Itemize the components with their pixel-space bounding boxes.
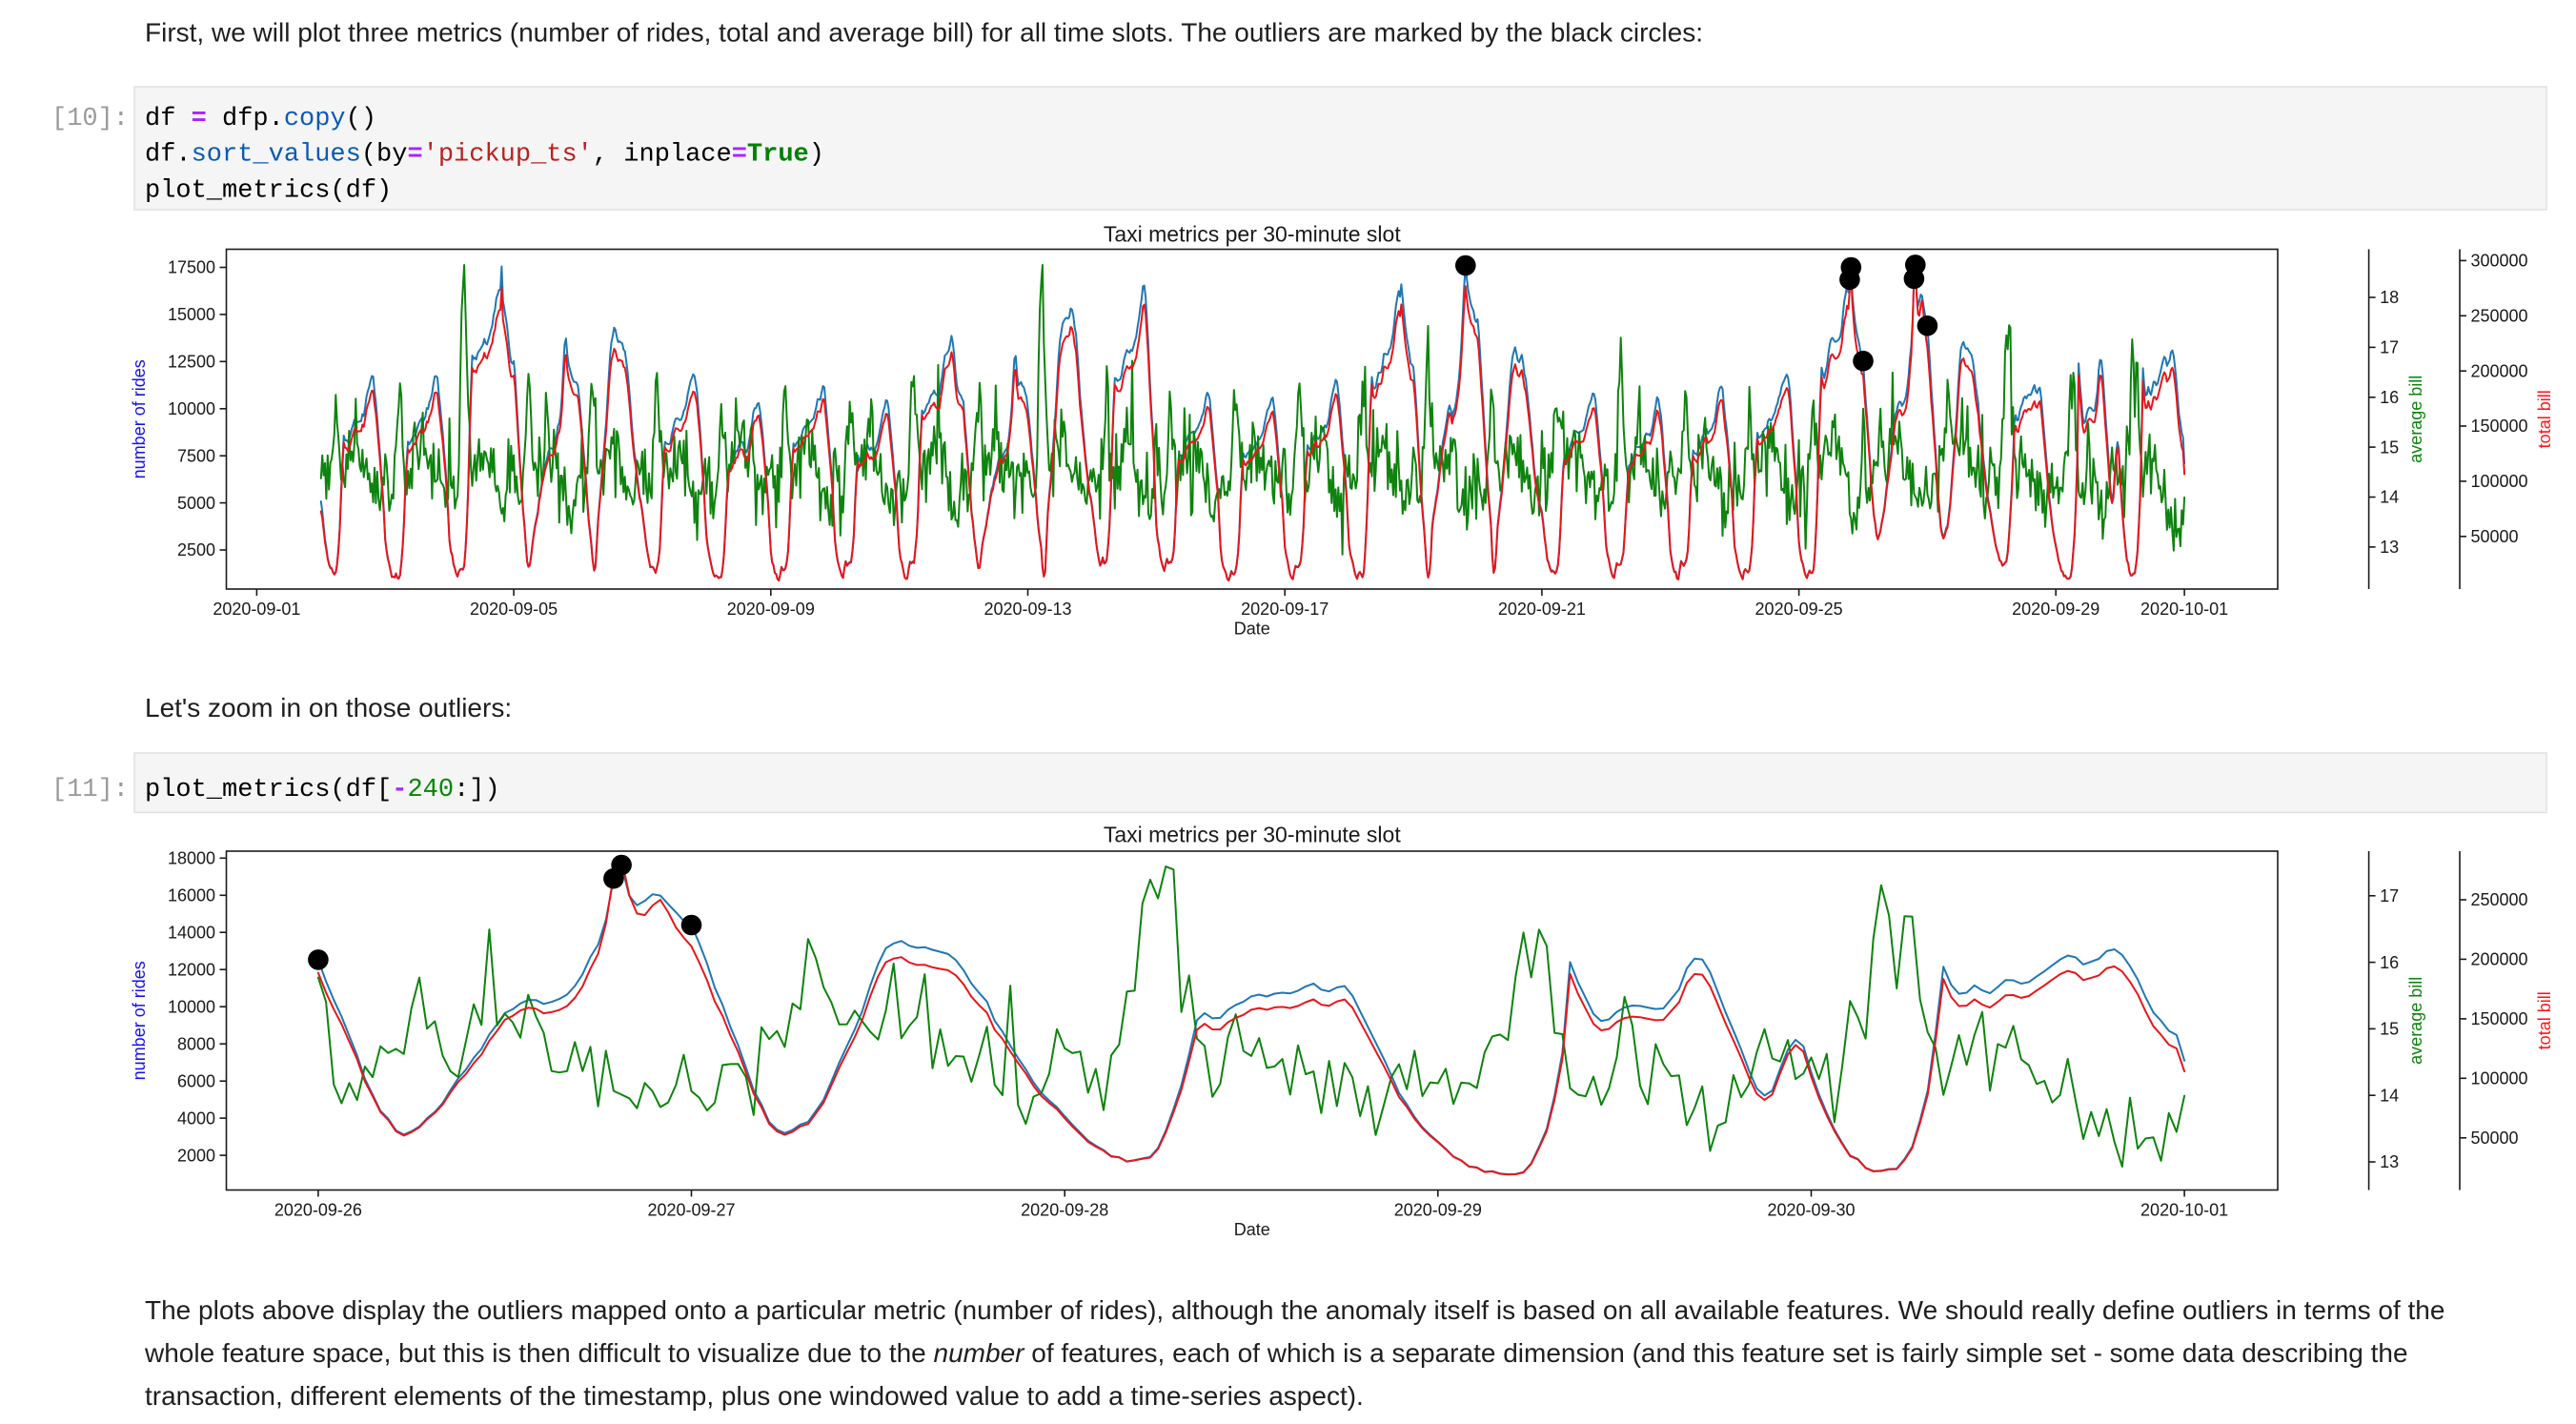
svg-text:14: 14 [2380,1086,2399,1105]
svg-text:50000: 50000 [2471,527,2519,546]
svg-text:plot_metrics(df[-240:]): plot_metrics(df[-240:]) [145,776,500,804]
svg-text:12500: 12500 [168,353,215,372]
svg-text:2500: 2500 [177,540,215,559]
svg-text:14000: 14000 [168,924,215,943]
svg-text:7500: 7500 [177,446,215,465]
svg-text:17: 17 [2380,338,2399,357]
svg-text:2020-09-13: 2020-09-13 [984,600,1071,619]
svg-text:8000: 8000 [177,1034,215,1053]
svg-text:10000: 10000 [168,399,215,418]
svg-text:13: 13 [2380,1152,2399,1171]
svg-text:2020-09-25: 2020-09-25 [1755,600,1843,619]
svg-text:2020-09-29: 2020-09-29 [1394,1201,1482,1220]
svg-text:5000: 5000 [177,494,215,513]
svg-text:2020-09-30: 2020-09-30 [1767,1201,1855,1220]
svg-text:17: 17 [2380,886,2399,905]
svg-text:Taxi metrics per 30-minute slo: Taxi metrics per 30-minute slot [1104,221,1401,246]
svg-text:100000: 100000 [2471,472,2528,491]
svg-text:2020-09-09: 2020-09-09 [727,600,815,619]
svg-text:2020-09-26: 2020-09-26 [274,1201,362,1220]
svg-text:200000: 200000 [2471,361,2528,380]
svg-text:200000: 200000 [2471,950,2528,969]
svg-text:10000: 10000 [168,997,215,1016]
svg-text:2020-09-05: 2020-09-05 [470,600,558,619]
svg-text:12000: 12000 [168,960,215,979]
svg-text:2020-10-01: 2020-10-01 [2140,1201,2228,1220]
svg-text:2020-09-17: 2020-09-17 [1241,600,1329,619]
svg-text:Date: Date [1234,620,1270,639]
svg-text:16: 16 [2380,388,2399,407]
svg-text:100000: 100000 [2471,1069,2528,1088]
svg-text:total bill: total bill [2535,390,2554,448]
svg-text:300000: 300000 [2471,252,2528,271]
svg-text:14: 14 [2380,488,2399,507]
svg-text:250000: 250000 [2471,307,2528,326]
svg-text:150000: 150000 [2471,417,2528,436]
svg-text:number of rides: number of rides [130,961,149,1080]
svg-text:number of rides: number of rides [130,359,149,478]
svg-text:250000: 250000 [2471,890,2528,909]
svg-text:50000: 50000 [2471,1129,2519,1148]
svg-text:15: 15 [2380,1020,2399,1039]
svg-text:Date: Date [1234,1220,1270,1239]
svg-text:17500: 17500 [168,258,215,277]
svg-text:2020-09-28: 2020-09-28 [1021,1201,1108,1220]
svg-text:df.sort_values(by='pickup_ts',: df.sort_values(by='pickup_ts', inplace=T… [145,141,824,170]
svg-text:2020-09-29: 2020-09-29 [2012,600,2099,619]
svg-text:4000: 4000 [177,1109,215,1128]
svg-text:13: 13 [2380,538,2399,557]
svg-text:The plots above display the ou: The plots above display the outliers map… [145,1295,2444,1325]
svg-text:[11]:: [11]: [51,776,129,804]
svg-text:average bill: average bill [2406,977,2425,1065]
svg-text:6000: 6000 [177,1071,215,1090]
svg-text:total bill: total bill [2535,991,2554,1049]
svg-text:2000: 2000 [177,1146,215,1165]
svg-text:whole feature space, but this: whole feature space, but this is then di… [144,1338,2408,1368]
svg-text:150000: 150000 [2471,1009,2528,1028]
svg-text:16: 16 [2380,953,2399,972]
svg-text:[10]:: [10]: [51,105,129,133]
svg-text:15: 15 [2380,437,2399,457]
svg-text:15000: 15000 [168,305,215,324]
svg-text:2020-09-21: 2020-09-21 [1498,600,1586,619]
svg-text:average bill: average bill [2406,376,2425,463]
svg-text:18: 18 [2380,288,2399,307]
svg-text:2020-09-27: 2020-09-27 [647,1201,735,1220]
svg-text:Taxi metrics per 30-minute slo: Taxi metrics per 30-minute slot [1104,823,1401,847]
svg-text:2020-09-01: 2020-09-01 [213,600,300,619]
svg-text:plot_metrics(df): plot_metrics(df) [145,176,392,205]
svg-text:16000: 16000 [168,886,215,905]
svg-text:Let's zoom in on those outlier: Let's zoom in on those outliers: [145,693,512,722]
svg-text:transaction, different element: transaction, different elements of the t… [145,1381,1364,1411]
svg-text:First, we will plot three metr: First, we will plot three metrics (numbe… [145,18,1703,48]
svg-text:df = dfp.copy(): df = dfp.copy() [145,105,376,133]
svg-text:18000: 18000 [168,849,215,868]
svg-text:2020-10-01: 2020-10-01 [2140,600,2228,619]
